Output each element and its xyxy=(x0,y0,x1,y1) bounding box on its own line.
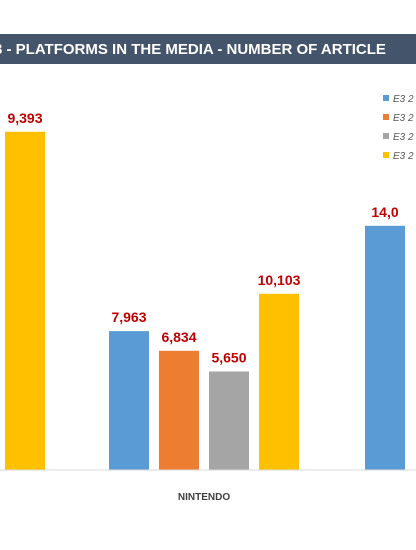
data-label-series-1-category-1: 6,834 xyxy=(161,329,196,345)
bar-series-1-category-1 xyxy=(159,350,199,470)
legend-swatch-3 xyxy=(383,152,389,158)
bar-series-0-category-1 xyxy=(109,331,149,470)
bars-layer xyxy=(5,131,405,470)
bar-series-0-category-2 xyxy=(365,225,405,470)
data-labels-layer: 9,393 7,963 6,834 5,650 10,103 14,0 xyxy=(7,110,398,366)
data-label-series-0-category-1: 7,963 xyxy=(111,309,146,325)
chart-title: 3 - PLATFORMS IN THE MEDIA - NUMBER OF A… xyxy=(0,40,386,58)
title-bar: 3 - PLATFORMS IN THE MEDIA - NUMBER OF A… xyxy=(0,34,416,64)
data-label-series-2-category-1: 5,650 xyxy=(211,349,246,365)
legend-swatch-0 xyxy=(383,95,389,101)
bar-series-3-category-1 xyxy=(259,293,299,470)
legend-swatch-1 xyxy=(383,114,389,120)
category-labels-layer: NINTENDO xyxy=(178,492,230,503)
legend-label-1: E3 2 xyxy=(393,113,414,124)
legend: E3 2 E3 2 E3 2 E3 2 xyxy=(383,94,414,162)
data-label-series-0-category-2: 14,0 xyxy=(371,204,398,220)
bar-series-3-category-0 xyxy=(5,131,45,470)
legend-label-2: E3 2 xyxy=(393,132,414,143)
data-label-series-3-category-0: 9,393 xyxy=(7,110,42,126)
data-label-series-3-category-1: 10,103 xyxy=(258,272,301,288)
legend-label-0: E3 2 xyxy=(393,94,414,105)
category-label-1: NINTENDO xyxy=(178,492,230,503)
legend-label-3: E3 2 xyxy=(393,151,414,162)
legend-swatch-2 xyxy=(383,133,389,139)
bar-series-2-category-1 xyxy=(209,371,249,470)
